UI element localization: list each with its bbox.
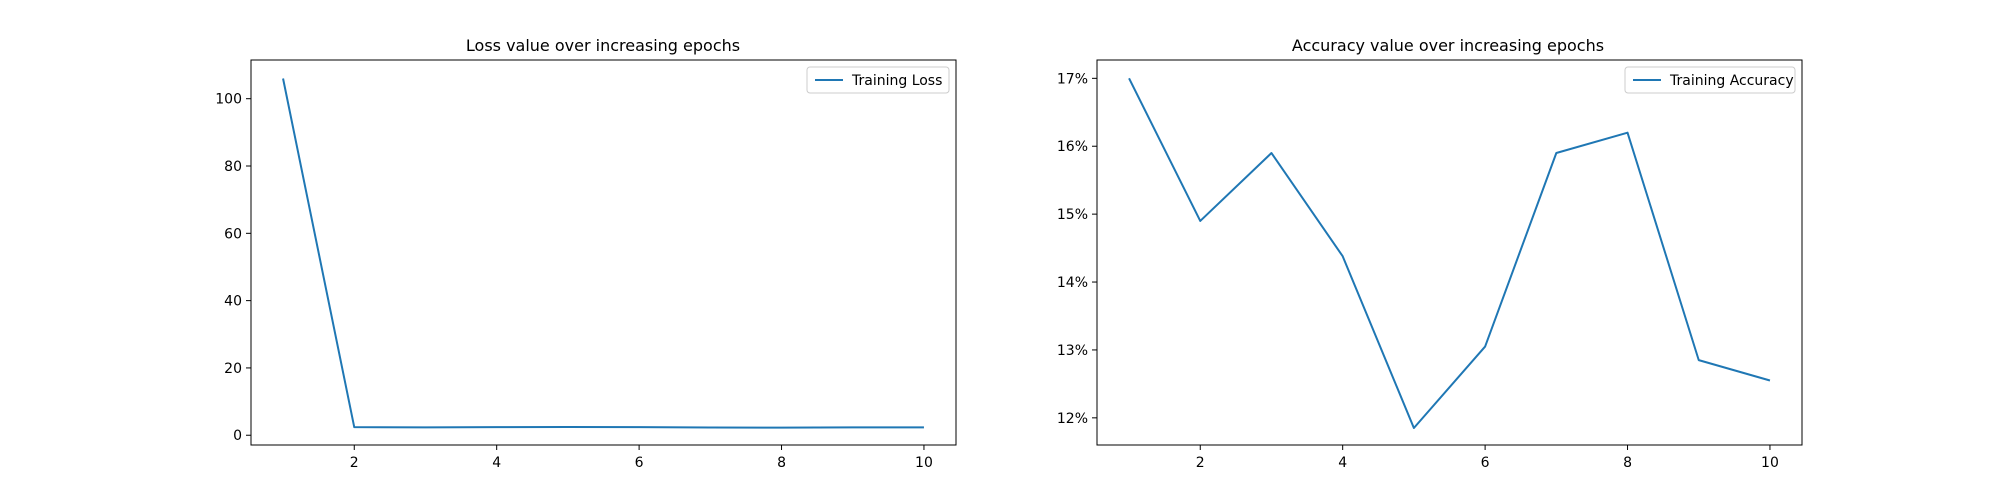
axes-frame [1096, 59, 1803, 446]
legend: Training Loss [806, 66, 950, 94]
y-tick-label: 80 [224, 159, 242, 175]
x-tick-label: 8 [777, 455, 786, 471]
legend: Training Accuracy [1624, 66, 1796, 94]
legend-box [1624, 66, 1796, 94]
y-tick-label: 17% [1057, 71, 1088, 87]
loss-chart: Loss value over increasing epochs 2 4 6 8 10… [215, 36, 957, 471]
y-tick-label: 20 [224, 361, 242, 377]
x-tick-label: 4 [1338, 455, 1347, 471]
axes-frame [250, 59, 957, 446]
y-tick-label: 100 [215, 92, 242, 108]
y-tick-label: 40 [224, 294, 242, 310]
y-tick-label: 15% [1057, 207, 1088, 223]
series-line [282, 78, 924, 429]
y-tick-label: 0 [233, 428, 242, 444]
x-tick-label: 4 [492, 455, 501, 471]
x-tick-label: 10 [915, 455, 933, 471]
legend-label: Training Loss [851, 73, 942, 89]
y-tick-label: 12% [1057, 411, 1088, 427]
x-tick-label: 6 [1481, 455, 1490, 471]
x-tick-label: 2 [350, 455, 359, 471]
y-tick-label: 16% [1057, 139, 1088, 155]
x-tick-label: 6 [635, 455, 644, 471]
x-tick-label: 8 [1623, 455, 1632, 471]
legend-label: Training Accuracy [1669, 73, 1794, 89]
accuracy-chart: Accuracy value over increasing epochs 2 4… [1057, 36, 1803, 471]
series-line [1128, 77, 1771, 430]
x-tick-label: 2 [1196, 455, 1205, 471]
chart-title: Accuracy value over increasing epochs [1292, 36, 1604, 55]
y-tick-label: 13% [1057, 343, 1088, 359]
legend-box [806, 66, 950, 94]
x-tick-label: 10 [1761, 455, 1779, 471]
y-tick-label: 60 [224, 226, 242, 242]
y-tick-label: 14% [1057, 275, 1088, 291]
chart-title: Loss value over increasing epochs [466, 36, 740, 55]
